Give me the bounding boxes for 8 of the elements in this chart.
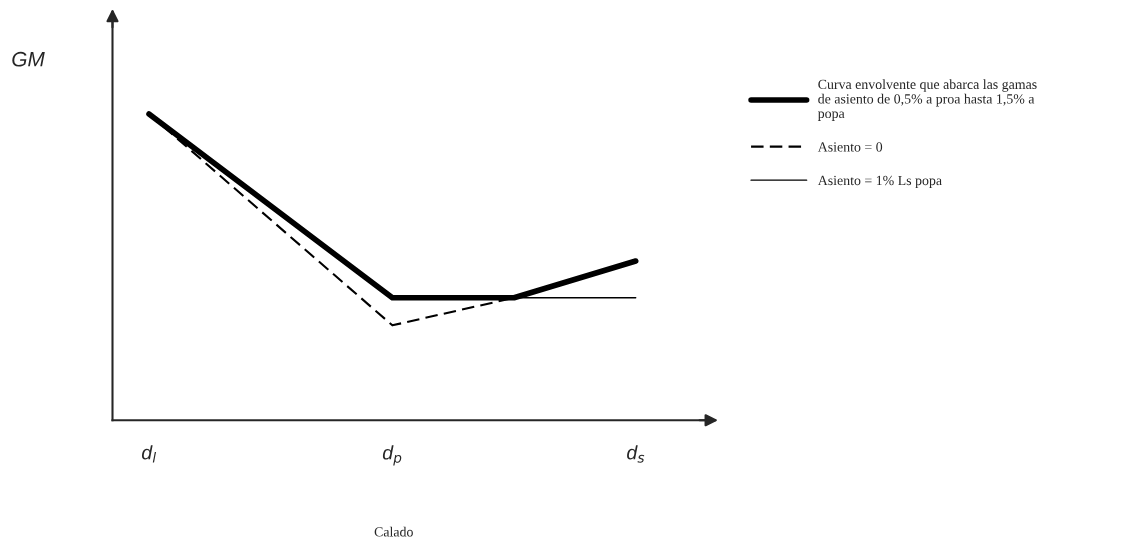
x-tick-label: d$_{p}$ <box>382 445 402 466</box>
x-axis-title: Calado <box>374 526 413 537</box>
y-axis-title: GM <box>12 51 45 67</box>
legend-label: Curva envolvente que abarca las gamas de asiento de 0,5% a proa hasta 1,5% a popa <box>817 79 1037 121</box>
x-tick-label: d$_{s}$ <box>627 445 645 463</box>
legend-label: Asiento = 1% Ls popa <box>817 175 942 188</box>
x-tick-label: d$_{l}$ <box>141 445 157 463</box>
legend-label: Asiento = 0 <box>817 142 883 152</box>
